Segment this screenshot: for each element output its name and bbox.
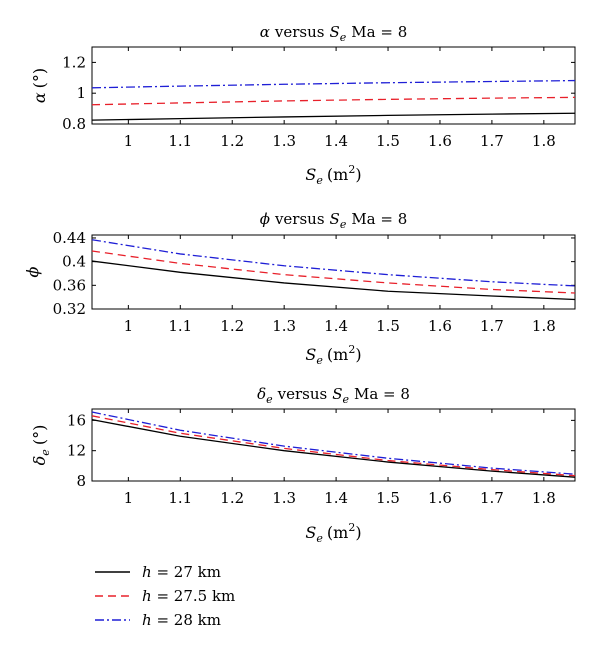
x-axis-label: Se (m2) — [305, 343, 361, 367]
x-tick-label: 1.8 — [532, 489, 556, 507]
x-tick-label: 1.4 — [324, 317, 348, 335]
y-tick-label: 12 — [67, 442, 86, 460]
plot-frame — [91, 46, 576, 125]
y-tick-label: 0.32 — [53, 300, 86, 318]
y-tick-label: 16 — [67, 411, 86, 429]
x-tick-label: 1.3 — [272, 317, 296, 335]
legend-label-h28: h = 28 km — [142, 611, 221, 629]
x-tick-label: 1.3 — [272, 132, 296, 150]
series-line-h28 — [91, 79, 576, 89]
x-axis-label: Se (m2) — [305, 163, 361, 187]
x-tick-label: 1.5 — [376, 132, 400, 150]
y-tick-label: 1.2 — [62, 53, 86, 71]
x-tick-label: 1.5 — [376, 317, 400, 335]
x-tick-label: 1.4 — [324, 132, 348, 150]
y-tick-label: 0.44 — [53, 229, 86, 247]
series-line-h275 — [91, 96, 576, 106]
x-tick-label: 1 — [124, 132, 134, 150]
x-tick-label: 1.8 — [532, 132, 556, 150]
x-tick-label: 1.2 — [220, 132, 244, 150]
y-axis-label: δe(°) — [30, 425, 52, 466]
legend-label-h27: h = 27 km — [142, 563, 221, 581]
chart-title: α versus Se Ma = 8 — [260, 23, 407, 44]
series-line-h27 — [91, 112, 576, 121]
series-line-h28 — [91, 411, 576, 475]
x-tick-label: 1.8 — [532, 317, 556, 335]
series-line-h275 — [91, 415, 576, 477]
plot-frame — [91, 408, 576, 482]
x-tick-label: 1.7 — [480, 489, 504, 507]
x-tick-label: 1.1 — [168, 489, 192, 507]
series-line-h27 — [91, 260, 576, 301]
x-tick-label: 1.6 — [428, 132, 452, 150]
chart-panel-2: ϕ versus Se Ma = 8 1 1.1 1.2 1.3 1.4 1.5 1.6 1.7 1.8… — [23, 210, 576, 367]
x-tick-label: 1.3 — [272, 489, 296, 507]
x-tick-label: 1.2 — [220, 317, 244, 335]
legend: h = 27 km h = 27.5 km h = 28 km — [95, 563, 235, 629]
x-tick-label: 1.1 — [168, 132, 192, 150]
x-tick-label: 1.2 — [220, 489, 244, 507]
legend-label-h275: h = 27.5 km — [142, 587, 235, 605]
series-line-h28 — [91, 239, 576, 287]
y-axis-label: α(°) — [30, 68, 49, 103]
chart-title: δe versus Se Ma = 8 — [257, 385, 410, 406]
y-tick-label: 0.36 — [53, 276, 86, 294]
y-tick-label: 0.4 — [62, 253, 86, 271]
x-tick-label: 1.7 — [480, 132, 504, 150]
x-tick-label: 1 — [124, 317, 134, 335]
x-tick-label: 1.6 — [428, 317, 452, 335]
y-tick-label: 0.8 — [62, 115, 86, 133]
chart-title: ϕ versus Se Ma = 8 — [260, 210, 408, 231]
y-tick-label: 1 — [76, 84, 86, 102]
x-tick-label: 1.5 — [376, 489, 400, 507]
y-axis-label: ϕ — [23, 266, 42, 277]
x-tick-label: 1.1 — [168, 317, 192, 335]
x-tick-label: 1.7 — [480, 317, 504, 335]
x-axis-label: Se (m2) — [305, 521, 361, 545]
x-tick-label: 1.4 — [324, 489, 348, 507]
chart-panel-3: δe versus Se Ma = 8 1 1.1 1.2 1.3 1.4 1.5 1.6 1.7 1.… — [30, 385, 576, 545]
y-tick-label: 8 — [76, 472, 86, 490]
x-tick-label: 1.6 — [428, 489, 452, 507]
series-line-h27 — [91, 418, 576, 478]
x-tick-label: 1 — [124, 489, 134, 507]
chart-panel-1: α versus Se Ma = 8 1 1.1 1.2 1.3 1.4 1.5 1.6 1.7 1.8… — [30, 23, 576, 187]
plot-frame — [91, 234, 576, 310]
